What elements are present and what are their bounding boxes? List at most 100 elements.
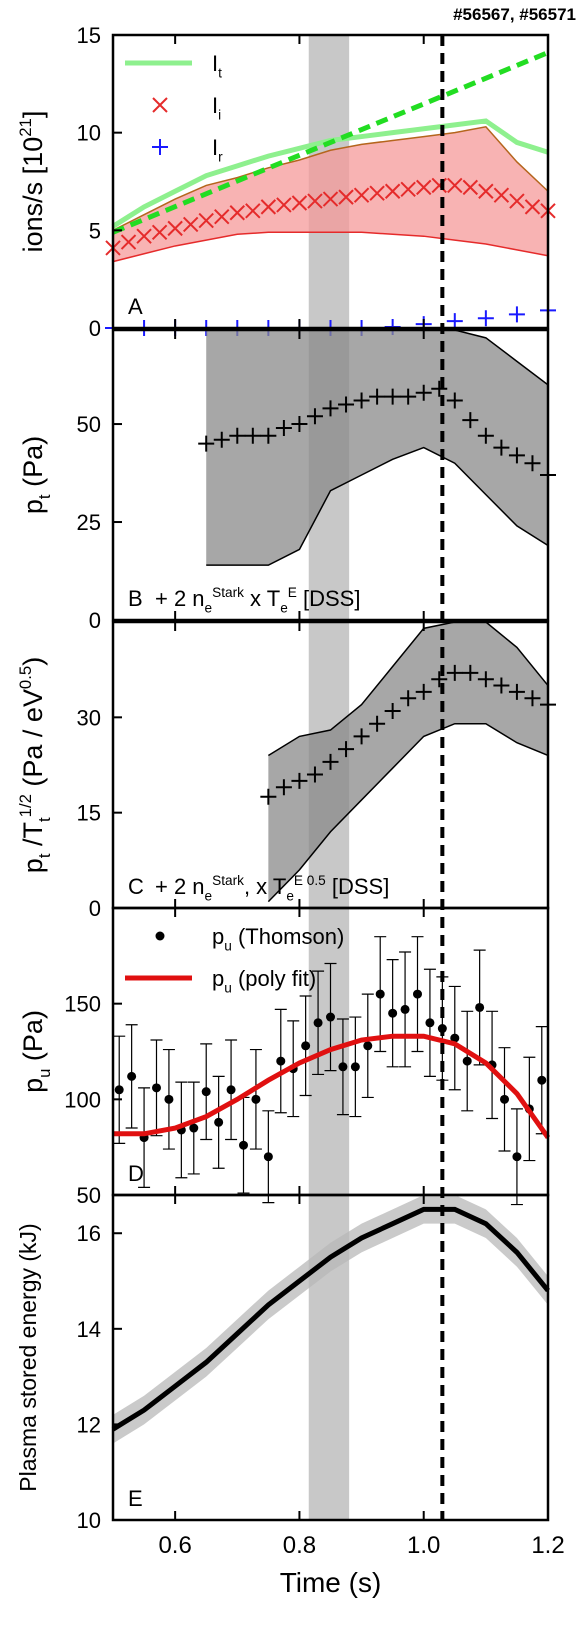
annotation-part: Stark bbox=[212, 873, 244, 888]
y-axis-label-part: ] bbox=[18, 111, 48, 119]
y-axis-label-part: 21 bbox=[16, 118, 35, 137]
plus-marker bbox=[369, 388, 386, 405]
y-axis-label-part: (Pa) bbox=[18, 436, 48, 495]
y-tick-label: 10 bbox=[77, 1508, 101, 1533]
y-axis-label-part: t bbox=[35, 817, 54, 822]
y-axis-label-part: Plasma stored energy (kJ) bbox=[15, 1223, 41, 1491]
plus-marker bbox=[152, 139, 168, 155]
y-tick-label: 15 bbox=[77, 801, 101, 826]
dot-marker bbox=[301, 1041, 311, 1051]
plus-marker bbox=[477, 671, 494, 688]
x-tick-label: 0.6 bbox=[158, 1532, 191, 1559]
legend-label-part: I bbox=[212, 135, 218, 160]
legend-entry bbox=[155, 931, 165, 941]
plus-marker bbox=[213, 431, 230, 448]
plus-marker bbox=[322, 400, 339, 417]
annotation: + 2 neStark x TeE [DSS] bbox=[155, 585, 360, 615]
x-marker bbox=[509, 193, 525, 209]
x-tick-label: 0.8 bbox=[283, 1532, 316, 1559]
plus-marker bbox=[353, 728, 370, 745]
annotation-part: E bbox=[288, 585, 297, 600]
x-marker bbox=[338, 189, 354, 205]
y-axis-label: Plasma stored energy (kJ) bbox=[15, 1223, 41, 1491]
dot-marker bbox=[500, 1094, 509, 1104]
y-tick-label: 30 bbox=[77, 705, 101, 730]
y-tick-label: 0 bbox=[89, 316, 101, 341]
error-band bbox=[206, 330, 548, 566]
annotation-part: + 2 n bbox=[155, 874, 205, 899]
plus-marker bbox=[477, 310, 494, 327]
legend-label: pu (poly fit) bbox=[212, 966, 316, 996]
panel-frame bbox=[111, 33, 550, 330]
legend-label-part: (Thomson) bbox=[232, 924, 344, 949]
y-axis-label-part: p bbox=[18, 858, 48, 873]
plus-marker bbox=[415, 683, 432, 700]
band-lower-edge bbox=[267, 722, 549, 903]
annotation-part: e bbox=[205, 601, 213, 616]
y-axis-label-part: p bbox=[18, 1078, 48, 1093]
plus-marker bbox=[462, 664, 479, 681]
dot-marker bbox=[350, 1062, 360, 1072]
y-tick-label: 0 bbox=[89, 608, 101, 633]
plus-marker bbox=[260, 788, 277, 805]
x-marker bbox=[384, 183, 401, 199]
plus-marker bbox=[244, 427, 261, 444]
y-tick-label: 12 bbox=[77, 1412, 101, 1437]
plus-marker bbox=[508, 683, 525, 700]
dot-marker bbox=[313, 1018, 323, 1028]
legend-label-part: I bbox=[212, 51, 218, 76]
plus-marker bbox=[431, 380, 448, 397]
plus-marker bbox=[306, 408, 323, 425]
dot-marker bbox=[326, 1012, 335, 1022]
y-tick-label: 150 bbox=[64, 992, 101, 1017]
x-marker bbox=[182, 216, 199, 233]
plus-marker bbox=[493, 439, 510, 456]
plus-marker bbox=[275, 419, 292, 436]
legend-label-part: (poly fit) bbox=[232, 966, 316, 991]
plus-marker bbox=[524, 455, 541, 472]
dot-marker bbox=[475, 1002, 485, 1012]
dot-marker bbox=[226, 1085, 236, 1095]
dot-marker bbox=[152, 1083, 161, 1093]
dot-marker bbox=[114, 1085, 124, 1095]
plus-marker bbox=[477, 427, 494, 444]
legend-label: Ii bbox=[212, 93, 221, 123]
x-tick-label: 1.2 bbox=[531, 1532, 564, 1559]
plus-marker bbox=[275, 779, 292, 796]
x-marker bbox=[245, 203, 261, 219]
dot-marker bbox=[388, 1008, 398, 1018]
band-lower-edge bbox=[112, 231, 549, 263]
annotation-part: + 2 n bbox=[155, 586, 205, 611]
error-band bbox=[113, 1195, 548, 1444]
x-marker bbox=[369, 185, 385, 201]
plus-marker bbox=[431, 671, 448, 688]
x-marker bbox=[151, 224, 168, 240]
x-marker bbox=[400, 181, 416, 198]
panel-label: A bbox=[128, 294, 143, 319]
x-marker bbox=[198, 212, 214, 229]
series-line bbox=[113, 1033, 551, 1140]
annotation-part: e bbox=[205, 889, 213, 904]
dot-marker bbox=[537, 1075, 547, 1085]
legend-entry bbox=[152, 139, 168, 155]
plus-marker bbox=[198, 435, 215, 452]
series-line bbox=[112, 50, 549, 235]
legend-label-part: i bbox=[218, 108, 221, 123]
annotation-part: [DSS] bbox=[297, 586, 361, 611]
legend-label: pu (Thomson) bbox=[212, 924, 344, 954]
x-marker bbox=[353, 187, 370, 203]
plus-marker bbox=[291, 772, 308, 789]
legend-label-part: I bbox=[212, 93, 218, 118]
annotation-part: e bbox=[280, 601, 288, 616]
plus-marker bbox=[306, 766, 323, 783]
y-tick-label: 100 bbox=[64, 1087, 101, 1112]
y-tick-label: 14 bbox=[77, 1317, 101, 1342]
legend-label-part: t bbox=[218, 66, 222, 81]
plus-marker bbox=[260, 427, 277, 444]
dot-marker bbox=[363, 1041, 373, 1051]
x-marker bbox=[307, 193, 323, 209]
annotation-part: , x T bbox=[244, 874, 286, 899]
dot-marker bbox=[276, 1056, 286, 1066]
x-tick-label: 1.0 bbox=[407, 1532, 440, 1559]
